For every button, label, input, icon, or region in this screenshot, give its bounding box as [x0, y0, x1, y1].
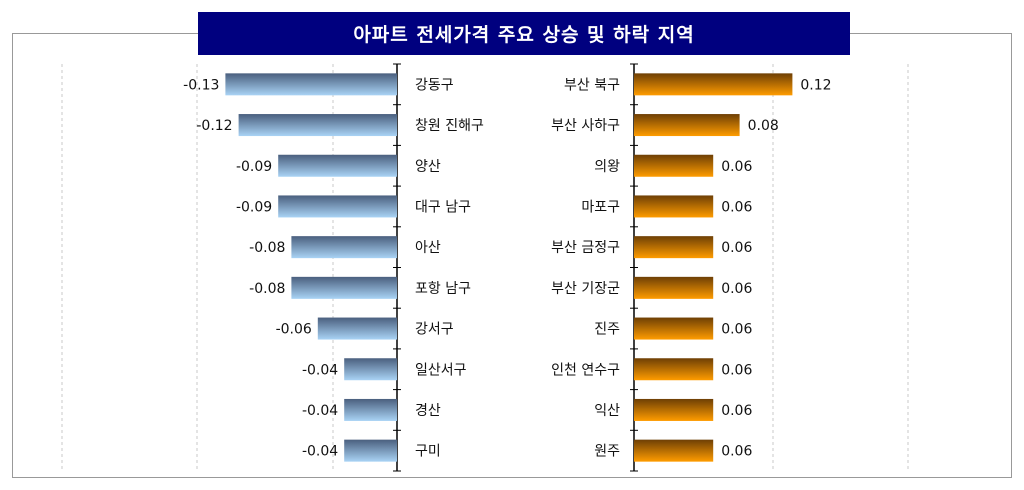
category-label: 의왕: [594, 159, 620, 175]
value-label: 0.06: [721, 444, 752, 460]
value-label: -0.09: [236, 159, 272, 175]
bar-decrease: [291, 236, 397, 259]
category-label: 양산: [415, 159, 441, 175]
category-label: 강서구: [415, 322, 454, 338]
value-label: -0.13: [183, 77, 219, 93]
category-label: 창원 진해구: [415, 118, 484, 134]
value-label: -0.12: [196, 118, 232, 134]
category-label: 부산 기장군: [551, 281, 620, 297]
category-label: 일산서구: [415, 362, 467, 378]
value-label: 0.06: [721, 199, 752, 215]
bar-increase: [634, 398, 714, 421]
bar-increase: [634, 276, 714, 299]
category-label: 경산: [415, 403, 441, 419]
category-label: 진주: [594, 322, 620, 338]
value-label: 0.06: [721, 159, 752, 175]
value-label: 0.06: [721, 362, 752, 378]
bar-increase: [634, 439, 714, 462]
bar-increase: [634, 358, 714, 381]
bar-decrease: [278, 195, 397, 218]
value-label: -0.04: [302, 403, 338, 419]
category-label: 익산: [594, 403, 620, 419]
category-label: 원주: [594, 444, 620, 460]
value-label: 0.12: [800, 77, 831, 93]
value-label: 0.06: [721, 403, 752, 419]
bar-increase: [634, 154, 714, 177]
category-label: 인천 연수구: [551, 362, 620, 378]
value-label: -0.06: [276, 322, 312, 338]
bar-decrease: [317, 317, 397, 340]
value-label: 0.08: [748, 118, 779, 134]
category-label: 부산 금정구: [551, 240, 620, 256]
value-label: -0.04: [302, 362, 338, 378]
bar-increase: [634, 73, 793, 96]
category-label: 구미: [415, 444, 441, 460]
value-label: 0.06: [721, 281, 752, 297]
bar-decrease: [344, 439, 397, 462]
category-label: 마포구: [581, 199, 620, 215]
chart-title: 아파트 전세가격 주요 상승 및 하락 지역: [198, 12, 850, 55]
category-label: 대구 남구: [415, 199, 471, 215]
value-label: -0.08: [249, 240, 285, 256]
bar-increase: [634, 236, 714, 259]
value-label: 0.06: [721, 322, 752, 338]
bar-increase: [634, 114, 740, 137]
value-label: -0.08: [249, 281, 285, 297]
value-label: 0.06: [721, 240, 752, 256]
bar-increase: [634, 195, 714, 218]
value-label: -0.09: [236, 199, 272, 215]
bar-decrease: [291, 276, 397, 299]
category-label: 아산: [415, 240, 441, 256]
bar-decrease: [344, 398, 397, 421]
bar-decrease: [225, 73, 397, 96]
bar-decrease: [344, 358, 397, 381]
bar-increase: [634, 317, 714, 340]
category-label: 강동구: [415, 77, 454, 93]
category-label: 부산 사하구: [551, 118, 620, 134]
category-label: 포항 남구: [415, 281, 471, 297]
value-label: -0.04: [302, 444, 338, 460]
bar-decrease: [278, 154, 397, 177]
bar-decrease: [238, 114, 397, 137]
category-label: 부산 북구: [564, 77, 620, 93]
